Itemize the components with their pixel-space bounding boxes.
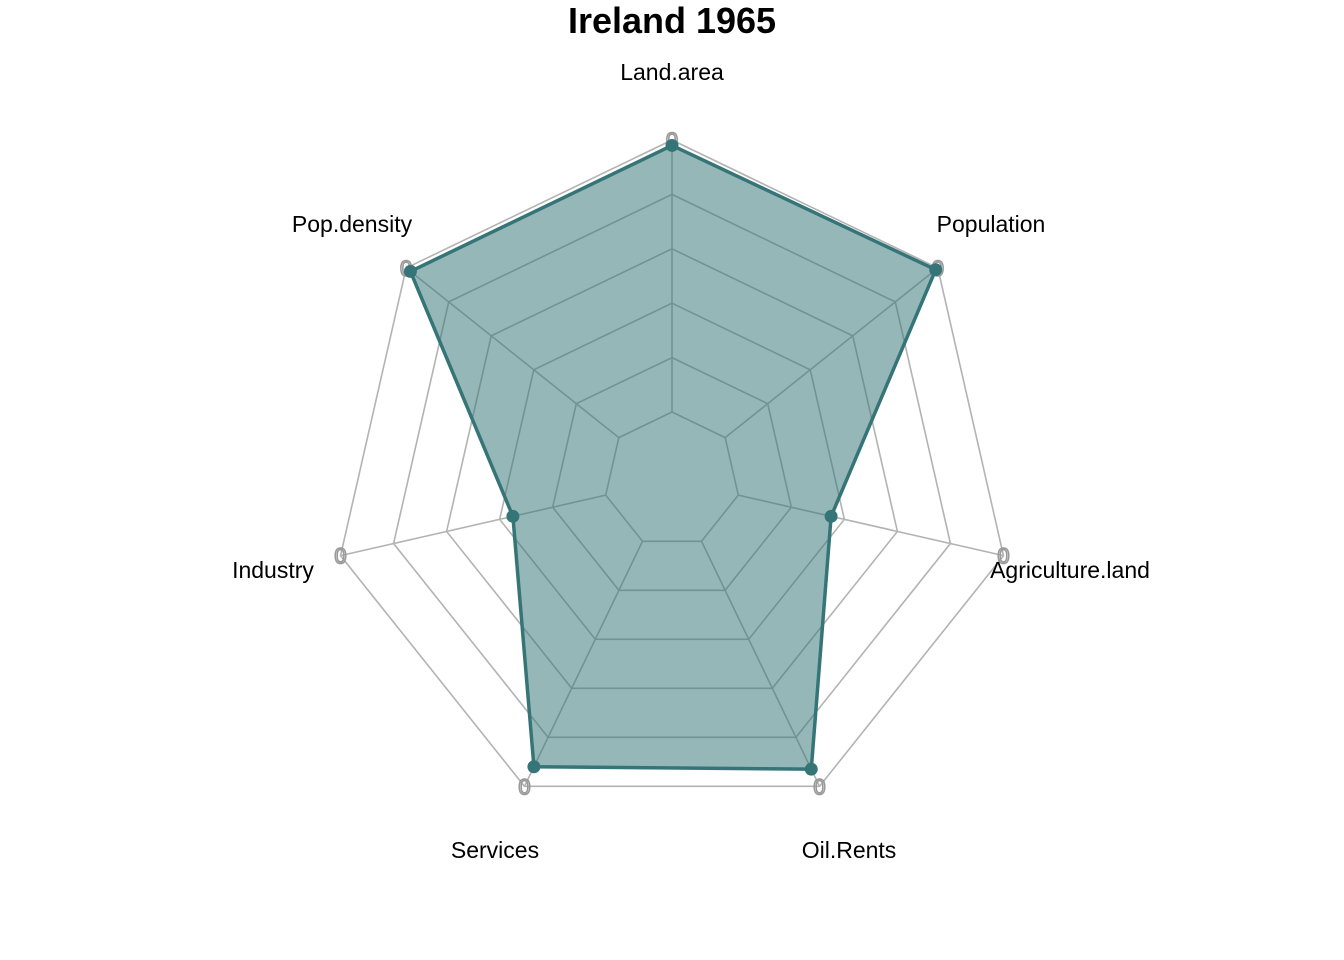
axis-label-agriculture-land: Agriculture.land [990,557,1150,583]
axis-label-land-area: Land.area [620,59,724,85]
series-area [408,143,938,771]
ring-tick-label: 0 [518,774,530,799]
chart-title: Ireland 1965 [568,0,776,41]
series-point [929,263,943,277]
axis-label-services: Services [451,837,539,863]
grid-ring [339,139,1005,788]
axis-label-oil-rents: Oil.Rents [802,837,897,863]
series-point [665,138,679,152]
series-point [403,264,417,278]
ring-tick-label: 0 [334,544,346,569]
radar-series [403,138,943,776]
ring-tick-label: 0 [813,774,825,799]
series-point [804,762,818,776]
series-point [527,760,541,774]
series-point [506,509,520,523]
series-point [824,509,838,523]
axis-labels: Land.area Population Agriculture.land Oil.R… [232,59,1150,863]
axis-label-pop-density: Pop.density [292,211,413,237]
ring-tick-label: 0 [997,544,1009,569]
axis-label-population: Population [937,211,1046,237]
axis-label-industry: Industry [232,557,314,583]
